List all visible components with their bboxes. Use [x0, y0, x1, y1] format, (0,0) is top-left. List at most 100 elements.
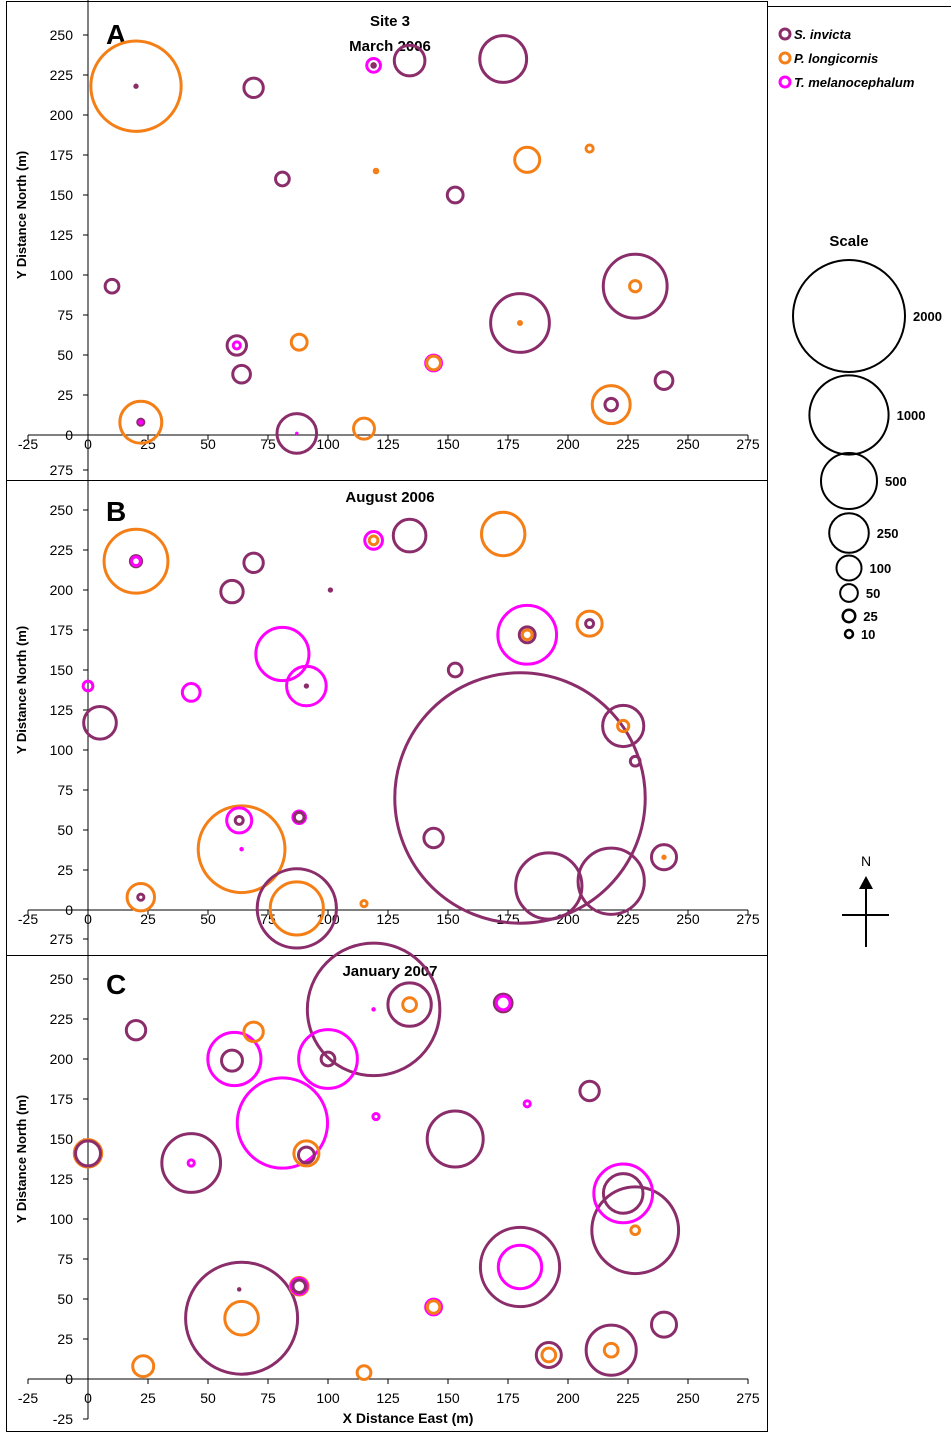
panel-a-bubble-s-invicta [136, 417, 146, 427]
north-arrow-head-icon [859, 876, 873, 889]
panel-a-y-tick-label: 100 [50, 267, 74, 283]
panel-b-x-tick-label: 275 [736, 911, 760, 927]
panel-b-bubble-p-longicornis [196, 804, 287, 895]
panel-b-y-tick-label: 50 [57, 822, 73, 838]
panel-a-bubble-t-melanocephalum [365, 57, 382, 74]
panel-b-bubble-p-longicornis [661, 854, 667, 860]
panel-b-letter: B [106, 496, 126, 527]
panel-b-bubble-p-longicornis [102, 527, 170, 595]
panel-b-bubble-t-melanocephalum [496, 603, 559, 666]
legend-swatch-p-longicornis [778, 51, 792, 65]
panel-c-x-tick-label: 125 [376, 1390, 400, 1406]
panel-c-y-tick-label: 25 [57, 1331, 73, 1347]
panel-b-bubble-s-invicta [327, 587, 334, 593]
scale-legend-title: Scale [829, 233, 868, 250]
panel-c-x-tick-label: 225 [616, 1390, 640, 1406]
panel-c-bubble-s-invicta [590, 1185, 681, 1276]
legend: S. invicta P. longicornis T. melanocepha… [778, 27, 915, 90]
panel-a-bubble-s-invicta [225, 334, 248, 357]
panel-c-bubble-s-invicta [386, 981, 433, 1028]
panel-b-bubble-t-melanocephalum [180, 682, 202, 703]
panel-a-bubble-p-longicornis [352, 416, 376, 441]
panel-c-bubble-s-invicta [184, 1260, 300, 1376]
panel-b-bubble-s-invicta [576, 846, 646, 916]
panel-b-bubble-s-invicta [628, 754, 642, 768]
panel-a-bubble-p-longicornis [372, 167, 380, 175]
panel-b-y-tick-label: 200 [50, 582, 74, 598]
panel-c-x-tick-label: 75 [260, 1390, 276, 1406]
panel-c-y-tick-label: 0 [65, 1371, 73, 1387]
panel-c-bubble-s-invicta [534, 1340, 563, 1370]
panel-b-bubble-s-invicta [303, 683, 310, 689]
panel-c-bubble-t-melanocephalum [289, 1276, 309, 1296]
legend-label-t-melanocephalum: T. melanocephalum [794, 75, 915, 90]
panel-c-bubble-p-longicornis [602, 1341, 620, 1359]
panel-b-y-tick-label: 250 [50, 502, 74, 518]
panel-a-bubble-p-longicornis [289, 332, 309, 352]
panel-c-bubble-t-melanocephalum [371, 1007, 376, 1012]
panel-b-bubble-p-longicornis [367, 534, 380, 547]
scale-label-25: 25 [863, 609, 877, 624]
panel-b-bubble-p-longicornis [616, 718, 631, 734]
panel-b-x-tick-label: 50 [200, 911, 216, 927]
panel-c-bubble-t-melanocephalum [297, 1028, 359, 1090]
panel-a-x-tick-label: 0 [84, 436, 92, 452]
panel-c-x-tick-label: 0 [84, 1390, 92, 1406]
panel-b-bubble-s-invicta [649, 843, 679, 872]
panel-c-bubble-s-invicta [305, 941, 442, 1078]
panel-a-x-tick-label: 150 [436, 436, 460, 452]
panel-c-y-tick-label: 225 [50, 1011, 74, 1027]
panel-b-bubble-s-invicta [242, 551, 265, 574]
panel-c-bubble-s-invicta [492, 992, 514, 1014]
panel-a-y-tick-label: 75 [57, 307, 73, 323]
legend-label-s-invicta: S. invicta [794, 27, 851, 42]
panel-b-y-tick-label: 275 [50, 462, 74, 478]
panel-a-bubble-s-invicta [231, 363, 252, 385]
scale-circle-500 [820, 452, 878, 510]
panel-a-y-axis-label: Y Distance North (m) [14, 151, 29, 279]
panel-c-bubble-s-invicta [584, 1323, 638, 1377]
scale-circle-50 [839, 583, 859, 603]
panel-b-bubble-t-melanocephalum [225, 806, 254, 835]
panel-b-y-tick-label: 150 [50, 662, 74, 678]
scale-label-50: 50 [866, 586, 880, 601]
panel-b-bubble-p-longicornis [575, 609, 604, 638]
panel-a-bubble-s-invicta [242, 76, 265, 99]
panel-a-y-tick-label: 175 [50, 147, 74, 163]
panel-a-title: Site 3 [370, 13, 410, 30]
panel-b-bubble-p-longicornis [125, 881, 157, 913]
panel-b-bubble-s-invicta [446, 661, 464, 679]
panel-c-y-tick-label: 100 [50, 1211, 74, 1227]
scale-circle-25 [841, 608, 857, 624]
legend-item-s-invicta: S. invicta [778, 27, 851, 42]
panel-b-bubble-p-longicornis [359, 899, 369, 909]
panel-c-bubble-p-longicornis [131, 1354, 156, 1379]
panel-a-y-tick-label: 125 [50, 227, 74, 243]
panel-c-y-tick-label: 175 [50, 1091, 74, 1107]
panel-a-bubble-s-invicta [653, 370, 675, 391]
panel-a-x-tick-label: 225 [616, 436, 640, 452]
panel-a-bubble-p-longicornis [584, 143, 595, 154]
panel-a-bubble-p-longicornis [590, 384, 632, 426]
panel-b-bubble-s-invicta [393, 671, 647, 925]
panel-a-x-tick-label: 200 [556, 436, 580, 452]
scale-label-250: 250 [877, 526, 899, 541]
panel-c-x-tick-label: 200 [556, 1390, 580, 1406]
panel-a-x-tick-label: 75 [260, 436, 276, 452]
panel-b-bubble-t-melanocephalum [285, 664, 328, 708]
panel-a-y-tick-label: 275 [50, 0, 74, 3]
panel-c-bubble-t-melanocephalum [206, 1030, 263, 1088]
panel-b-x-tick-label: 0 [84, 911, 92, 927]
panel-a-bubble-p-longicornis [513, 145, 542, 174]
panel-a-x-tick-label: 175 [496, 436, 520, 452]
panel-c-y-tick-label: -25 [53, 1411, 73, 1427]
scale-circle-250 [828, 512, 870, 554]
panel-a-bubble-s-invicta [274, 170, 291, 188]
panel-c-bubble-s-invicta [478, 1225, 562, 1309]
panel-c-x-tick-label: 25 [140, 1390, 156, 1406]
legend-item-p-longicornis: P. longicornis [778, 51, 878, 66]
scale-label-10: 10 [861, 627, 875, 642]
panel-b-y-tick-label: 0 [65, 902, 73, 918]
panel-a-bubble-p-longicornis [516, 319, 524, 327]
panel-b-bubble-s-invicta [422, 826, 445, 850]
